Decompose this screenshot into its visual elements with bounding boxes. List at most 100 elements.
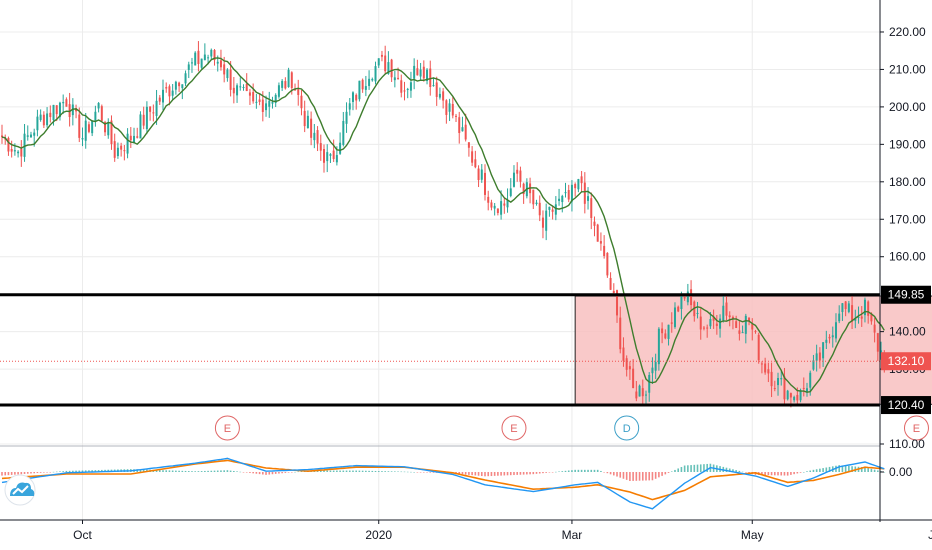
- candle-body: [677, 306, 680, 312]
- macd-histogram-bar: [838, 465, 840, 472]
- macd-histogram-bar: [590, 469, 593, 472]
- macd-histogram-bar: [68, 470, 71, 472]
- macd-histogram-bar: [619, 472, 622, 478]
- candle-body: [722, 305, 725, 321]
- candle-body: [409, 82, 412, 91]
- candle-body: [319, 143, 322, 151]
- macd-histogram-bar: [400, 471, 403, 473]
- candle-body: [757, 334, 760, 361]
- macd-histogram-bar: [72, 470, 74, 472]
- macd-histogram-bar: [316, 470, 319, 472]
- candle-body: [725, 302, 728, 316]
- candle-body: [7, 137, 10, 152]
- macd-histogram-bar: [738, 470, 741, 472]
- candle-body: [806, 388, 808, 393]
- macd-histogram-bar: [101, 469, 103, 472]
- candle-body: [567, 190, 570, 200]
- candle-body: [590, 198, 593, 219]
- candle-body: [165, 87, 168, 89]
- candle-body: [162, 89, 164, 103]
- macd-histogram-bar: [423, 472, 425, 473]
- moving-average: [1, 57, 885, 393]
- candle-body: [239, 86, 242, 88]
- candle-body: [754, 331, 757, 333]
- macd-histogram-bar: [587, 469, 589, 472]
- candle-body: [680, 294, 683, 310]
- candle-body: [323, 149, 325, 163]
- candle-body: [657, 328, 660, 365]
- macd-histogram-bar: [661, 472, 663, 476]
- macd-histogram-bar: [802, 472, 805, 473]
- candle-body: [26, 135, 29, 137]
- candle-body: [467, 142, 470, 148]
- candle-body: [818, 352, 821, 361]
- macd-histogram-bar: [490, 472, 493, 477]
- macd-histogram-bar: [728, 468, 731, 472]
- macd-histogram-bar: [155, 469, 158, 472]
- macd-histogram-bar: [10, 472, 13, 475]
- macd-histogram-bar: [413, 472, 415, 473]
- candle-body: [702, 327, 705, 329]
- candle-body: [593, 221, 596, 226]
- macd-histogram-bar: [97, 470, 100, 472]
- candle-body: [448, 103, 451, 112]
- macd-histogram-bar: [870, 468, 873, 472]
- candle-body: [651, 367, 654, 374]
- macd-histogram-bar: [519, 472, 522, 475]
- macd-histogram-bar: [229, 470, 232, 472]
- candle-body: [313, 132, 316, 141]
- earnings-marker: [501, 415, 527, 441]
- macd-histogram-bar: [236, 471, 238, 472]
- candle-body: [786, 390, 789, 400]
- candle-body: [873, 324, 876, 333]
- macd-histogram-bar: [210, 470, 213, 472]
- macd-histogram-bar: [674, 469, 676, 472]
- candle-body: [226, 69, 229, 79]
- key-level-tag-bg: [881, 396, 931, 415]
- macd-histogram-bar: [780, 472, 783, 476]
- candle-body: [777, 377, 780, 386]
- earnings-marker: [214, 415, 240, 441]
- candle-body: [686, 291, 689, 303]
- macd-histogram-bar: [484, 472, 486, 477]
- candle-body: [426, 69, 429, 81]
- macd-histogram-bar: [242, 472, 245, 473]
- candle-body: [303, 110, 306, 127]
- candle-body: [551, 209, 554, 212]
- macd-histogram-bar: [220, 470, 222, 472]
- macd-histogram-bar: [332, 470, 335, 472]
- macd-histogram-bar: [403, 471, 406, 473]
- macd-histogram-bar: [503, 472, 506, 476]
- macd-histogram-bar: [429, 472, 432, 473]
- macd-histogram-bar: [670, 471, 673, 472]
- candle-body: [548, 206, 551, 210]
- macd-histogram-bar: [381, 471, 383, 472]
- candle-body: [773, 388, 776, 390]
- macd-histogram-bar: [158, 470, 161, 472]
- macd-histogram-bar: [171, 470, 174, 472]
- macd-histogram-bar: [561, 471, 564, 472]
- candle-body: [834, 322, 837, 339]
- candle-body: [709, 319, 712, 327]
- candle-body: [413, 65, 416, 79]
- macd-histogram-bar: [352, 470, 354, 472]
- last-price-tag-bg: [881, 352, 931, 371]
- candle-body: [120, 145, 123, 150]
- candle-body: [274, 94, 277, 103]
- candle-body: [419, 69, 422, 77]
- candle-body: [223, 64, 226, 75]
- ma-line: [1, 57, 885, 393]
- macd-histogram-bar: [223, 470, 225, 472]
- candle-body: [68, 104, 71, 118]
- candle-body: [825, 339, 828, 343]
- macd-histogram-bar: [555, 471, 557, 473]
- macd-histogram-bar: [580, 469, 583, 472]
- macd-histogram-bar: [59, 471, 61, 472]
- candle-body: [731, 316, 734, 320]
- macd-histogram-bar: [432, 472, 435, 473]
- macd-histogram-bar: [258, 472, 261, 475]
- tradingview-cloud-icon[interactable]: [4, 474, 36, 506]
- candle-body: [793, 396, 796, 401]
- macd-histogram-bar: [271, 472, 274, 475]
